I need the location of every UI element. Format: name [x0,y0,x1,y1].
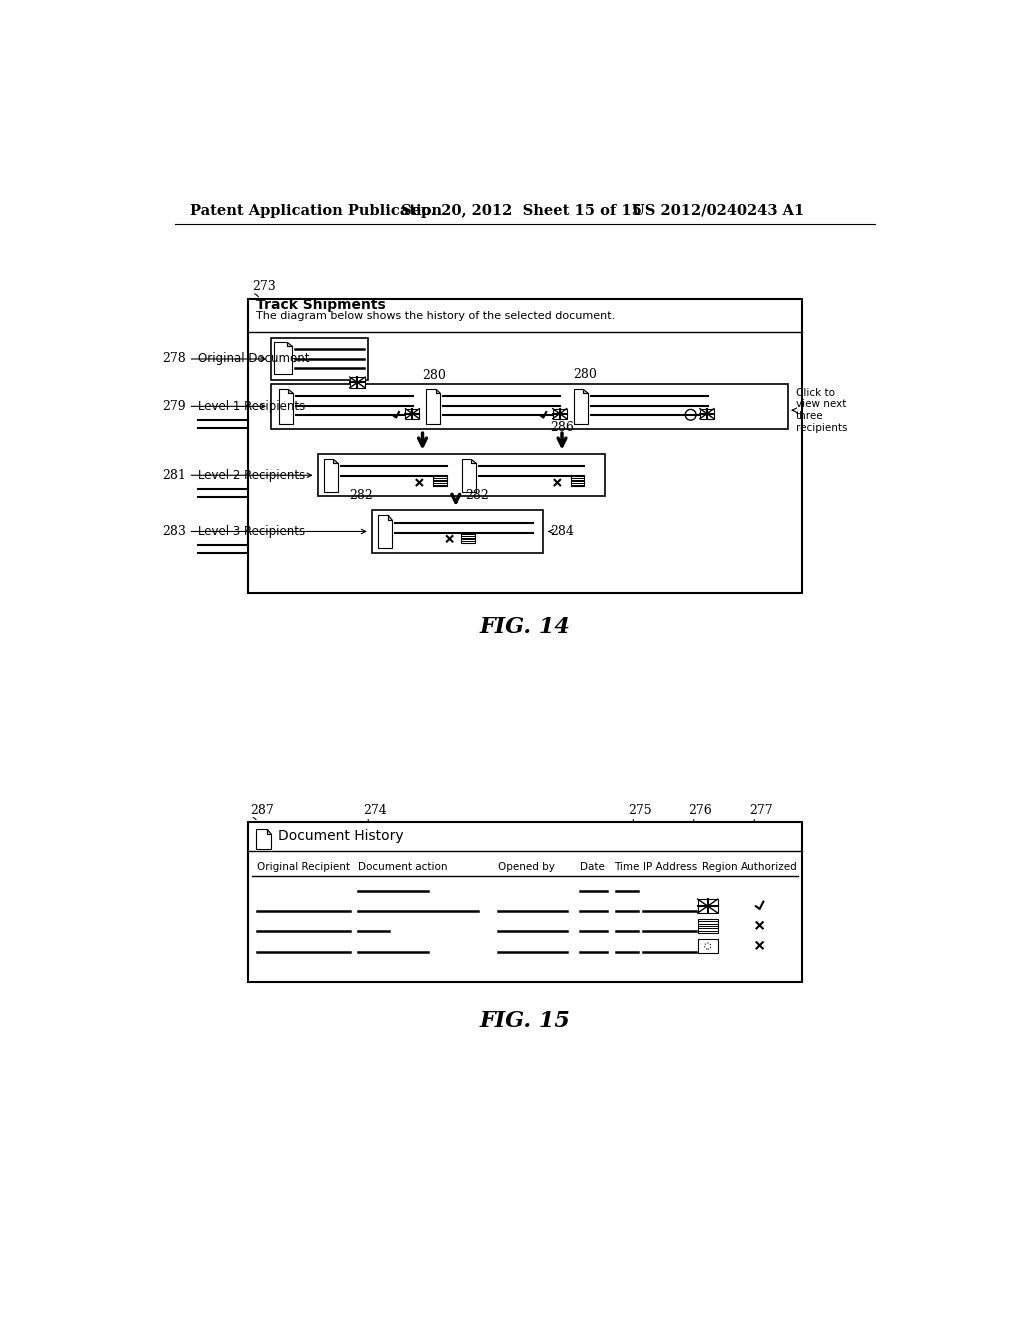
Text: Document History: Document History [278,829,403,843]
Text: 283: 283 [162,525,186,539]
Bar [697,899,718,913]
Bar [372,511,543,553]
Text: Level 2 Recipients: Level 2 Recipients [198,469,305,482]
Polygon shape [334,459,338,463]
Polygon shape [435,388,440,393]
Text: 281: 281 [162,469,186,482]
Polygon shape [378,515,392,548]
Text: 274: 274 [362,804,387,817]
Text: Authorized: Authorized [741,862,798,871]
Polygon shape [388,515,392,520]
Text: 284: 284 [550,525,574,539]
Text: Original Recipient: Original Recipient [257,862,350,871]
Text: 273: 273 [252,280,275,293]
Text: Original Document: Original Document [198,352,309,366]
Polygon shape [426,388,440,424]
Polygon shape [287,342,292,346]
Polygon shape [280,388,293,424]
Text: 280: 280 [573,368,597,381]
Polygon shape [324,459,338,492]
Bar [697,940,718,953]
Text: FIG. 14: FIG. 14 [479,615,570,638]
Polygon shape [462,459,476,492]
Text: Sep. 20, 2012  Sheet 15 of 15: Sep. 20, 2012 Sheet 15 of 15 [400,203,642,218]
Polygon shape [266,829,271,834]
Bar [461,533,475,543]
Text: 277: 277 [749,804,772,817]
Text: US 2012/0240243 A1: US 2012/0240243 A1 [632,203,804,218]
Text: Click to
view next
three
recipients: Click to view next three recipients [796,388,848,433]
Text: Time: Time [614,862,639,871]
Bar [248,300,802,594]
Text: FIG. 15: FIG. 15 [479,1010,570,1032]
Text: Region: Region [702,862,738,871]
Text: 276: 276 [688,804,712,817]
Polygon shape [274,342,292,374]
Text: 287: 287 [251,804,274,817]
Text: Level 3 Recipients: Level 3 Recipients [198,525,305,539]
Text: Track Shipments: Track Shipments [256,297,386,312]
Text: Document action: Document action [358,862,447,871]
Text: 279: 279 [163,400,186,413]
Bar [553,409,566,418]
Polygon shape [573,388,588,424]
Bar [271,338,369,380]
Text: Opened by: Opened by [498,862,555,871]
Bar [700,409,714,418]
Bar [317,454,604,496]
Polygon shape [256,829,271,849]
Text: 282: 282 [465,488,488,502]
Text: 278: 278 [163,352,186,366]
Text: The diagram below shows the history of the selected document.: The diagram below shows the history of t… [256,312,615,321]
Text: Date: Date [580,862,605,871]
Bar [570,477,585,487]
Text: 280: 280 [423,370,446,383]
Text: IP Address: IP Address [643,862,697,871]
Bar [271,384,788,429]
Bar [406,409,420,418]
Text: Level 1 Recipients: Level 1 Recipients [198,400,305,413]
Bar [248,822,802,982]
Polygon shape [471,459,476,463]
Text: 282: 282 [349,488,373,502]
Bar [697,919,718,933]
Text: 275: 275 [628,804,651,817]
Polygon shape [289,388,293,393]
Text: 286: 286 [550,421,574,434]
Polygon shape [583,388,588,393]
Bar [432,477,446,487]
Bar [349,378,366,388]
Text: Patent Application Publication: Patent Application Publication [190,203,442,218]
